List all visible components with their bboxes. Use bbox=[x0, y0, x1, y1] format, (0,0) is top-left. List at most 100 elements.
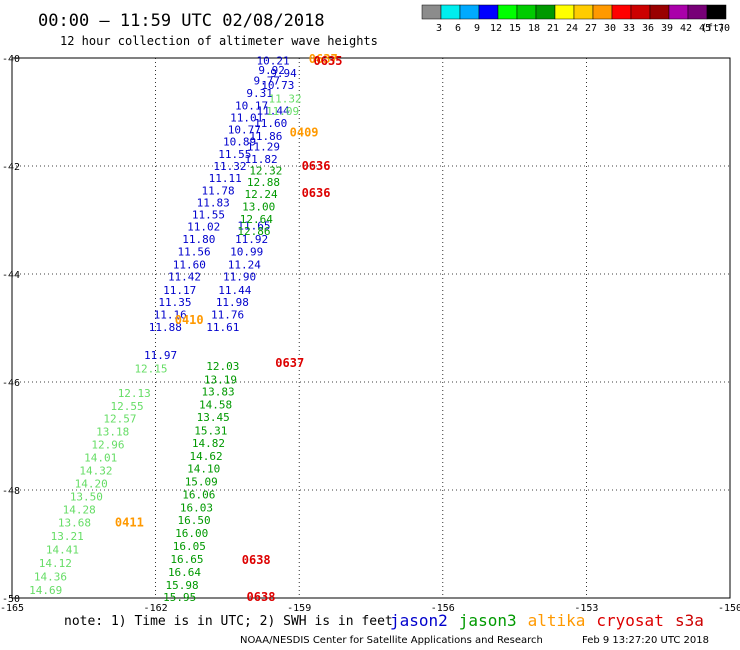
color-scale-label: 36 bbox=[642, 23, 654, 34]
generated-timestamp: Feb 9 13:27:20 UTC 2018 bbox=[582, 635, 709, 646]
wave-height-label: 14.82 bbox=[192, 437, 225, 450]
wave-height-label: 13.18 bbox=[96, 426, 129, 439]
wave-height-label: 16.06 bbox=[182, 488, 215, 501]
wave-height-label: 11.86 bbox=[249, 130, 282, 143]
color-swatch bbox=[668, 4, 689, 20]
chart-subtitle: 12 hour collection of altimeter wave hei… bbox=[60, 34, 378, 48]
color-swatch bbox=[497, 4, 518, 20]
wave-height-label: 15.98 bbox=[166, 579, 199, 592]
legend-entry-cryosat: cryosat bbox=[596, 611, 663, 630]
wave-height-label: 12.55 bbox=[111, 400, 144, 413]
wave-height-label: 16.65 bbox=[170, 553, 203, 566]
wave-height-label: 12.88 bbox=[247, 176, 280, 189]
color-swatch bbox=[592, 4, 613, 20]
color-scale-label: 33 bbox=[623, 23, 635, 34]
chart-title: 00:00 – 11:59 UTC 02/08/2018 bbox=[38, 11, 325, 31]
wave-height-label: 11.76 bbox=[211, 309, 244, 322]
wave-height-label: 11.98 bbox=[216, 296, 249, 309]
color-scale-label: 6 bbox=[455, 23, 461, 34]
credit-text: NOAA/NESDIS Center for Satellite Applica… bbox=[240, 635, 543, 646]
wave-height-label: 11.09 bbox=[266, 105, 299, 118]
color-scale-label: 3 bbox=[436, 23, 442, 34]
x-tick-label: -153 bbox=[574, 603, 598, 614]
wave-height-label: 11.90 bbox=[223, 271, 256, 284]
pass-number-label: 0409 bbox=[290, 126, 319, 140]
wave-height-label: 11.65 bbox=[237, 219, 270, 232]
wave-height-label: 11.97 bbox=[144, 349, 177, 362]
wave-height-label: 16.03 bbox=[180, 501, 213, 514]
legend-entry-s3a: s3a bbox=[675, 611, 704, 630]
legend-entry-altika: altika bbox=[528, 611, 586, 630]
wave-height-label: 11.60 bbox=[173, 258, 206, 271]
color-swatch bbox=[421, 4, 442, 20]
wave-height-label: 14.20 bbox=[75, 478, 108, 491]
wave-height-label: 11.32 bbox=[213, 160, 246, 173]
plot-frame bbox=[11, 57, 731, 599]
wave-height-label: 11.44 bbox=[257, 104, 290, 117]
color-swatch bbox=[706, 4, 727, 20]
wave-height-label: 16.00 bbox=[175, 527, 208, 540]
color-swatch bbox=[687, 4, 708, 20]
wave-height-label: 11.83 bbox=[197, 197, 230, 210]
y-tick-label: -44 bbox=[2, 270, 20, 281]
wave-height-label: 11.61 bbox=[206, 321, 239, 334]
y-tick-label: -40 bbox=[2, 54, 20, 65]
x-tick-label: -165 bbox=[0, 603, 24, 614]
wave-height-label: 12.64 bbox=[240, 213, 273, 226]
wave-height-label: 11.29 bbox=[247, 141, 280, 154]
wave-height-label: 15.95 bbox=[163, 591, 196, 604]
wave-height-label: 14.32 bbox=[79, 465, 112, 478]
wave-height-label: 14.28 bbox=[63, 503, 96, 516]
wave-height-label: 11.16 bbox=[154, 309, 187, 322]
wave-height-label: 11.80 bbox=[182, 233, 215, 246]
color-scale-label: 15 bbox=[509, 23, 521, 34]
wave-height-label: 13.50 bbox=[70, 490, 103, 503]
wave-height-label: 11.42 bbox=[168, 271, 201, 284]
wave-height-label: 14.41 bbox=[46, 543, 79, 556]
wave-height-label: 12.03 bbox=[206, 360, 239, 373]
color-scale-label: 70 bbox=[718, 23, 730, 34]
satellite-legend: jason2 jason3 altika cryosat s3a bbox=[390, 611, 704, 630]
color-swatch bbox=[611, 4, 632, 20]
wave-height-label: 11.92 bbox=[235, 233, 268, 246]
wave-height-label: 15.09 bbox=[185, 475, 218, 488]
color-swatch bbox=[459, 4, 480, 20]
x-tick-label: -150 bbox=[718, 603, 740, 614]
wave-height-label: 14.62 bbox=[189, 450, 222, 463]
wave-height-label: 15.31 bbox=[194, 425, 227, 438]
color-swatch bbox=[649, 4, 670, 20]
wave-height-label: 11.55 bbox=[192, 209, 225, 222]
wave-height-label: 11.88 bbox=[149, 321, 182, 334]
color-scale-label: 45 bbox=[699, 23, 711, 34]
color-scale-label: 30 bbox=[604, 23, 616, 34]
wave-height-label: 9.77 bbox=[254, 75, 281, 88]
axis-ticks: -165 -162 -159 -156 -153 -150 -40 -42 -44 -46 -48 -… bbox=[0, 54, 740, 614]
wave-height-points: 10.219.929.779.3110.1711.0110.7710.8911.… bbox=[29, 55, 301, 604]
pass-number-label: 0636 bbox=[302, 159, 331, 173]
pass-number-label: 0636 bbox=[302, 186, 331, 200]
pass-number-label: 0635 bbox=[314, 54, 343, 68]
wave-height-label: 11.82 bbox=[245, 153, 278, 166]
wave-height-label: 14.01 bbox=[84, 452, 117, 465]
y-tick-label: -46 bbox=[2, 378, 20, 389]
wave-height-label: 12.96 bbox=[91, 439, 124, 452]
wave-height-label: 11.11 bbox=[209, 172, 242, 185]
pass-number-label: 0637 bbox=[309, 52, 338, 66]
wave-height-label: 12.13 bbox=[118, 387, 151, 400]
color-swatch bbox=[554, 4, 575, 20]
units-note: note: 1) Time is in UTC; 2) SWH is in fe… bbox=[64, 614, 393, 629]
y-tick-label: -48 bbox=[2, 486, 20, 497]
wave-height-label: 11.17 bbox=[163, 284, 196, 297]
wave-height-label: 14.58 bbox=[199, 399, 232, 412]
wave-height-label: 10.99 bbox=[230, 245, 263, 258]
pass-number-label: 0638 bbox=[247, 590, 276, 604]
pass-number-label: 0410 bbox=[175, 313, 204, 327]
pass-number-label: 0411 bbox=[115, 515, 144, 529]
color-swatch bbox=[630, 4, 651, 20]
color-scale-label: 9 bbox=[474, 23, 480, 34]
wave-height-label: 11.24 bbox=[228, 258, 261, 271]
legend-entry-jason2: jason2 bbox=[390, 611, 448, 630]
pass-number-label: 0638 bbox=[242, 553, 271, 567]
color-scale-label: 27 bbox=[585, 23, 597, 34]
wave-height-label: 16.05 bbox=[173, 540, 206, 553]
